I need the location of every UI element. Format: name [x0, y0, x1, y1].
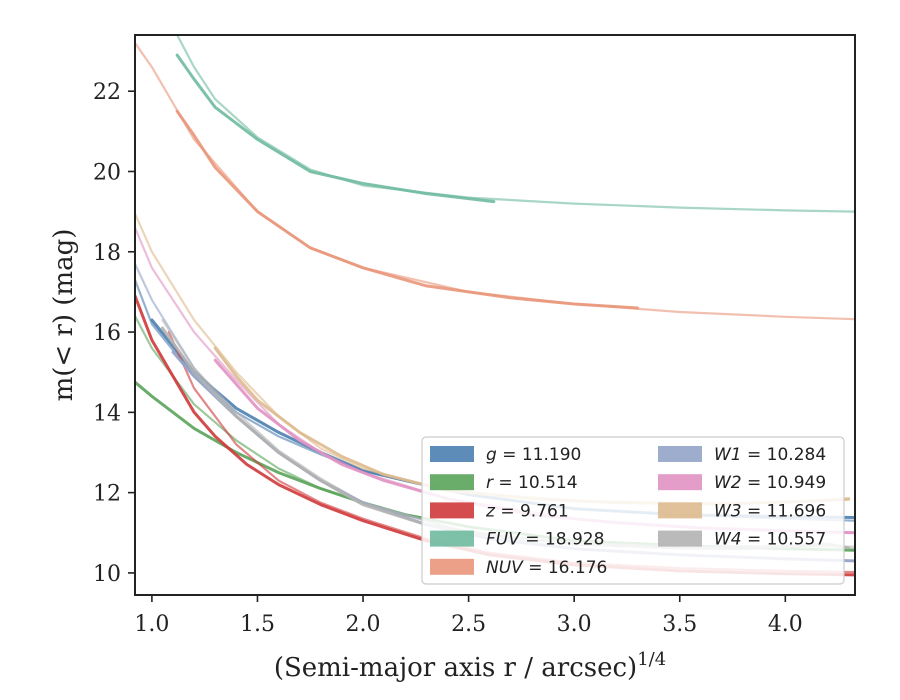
- legend-label-w3: W3 = 11.696: [714, 501, 826, 521]
- y-tick-label: 22: [93, 80, 121, 105]
- series-line-fuv: [175, 53, 496, 204]
- series-line-nuv-secondary: [135, 41, 855, 321]
- series-line-fuv-secondary: [176, 35, 855, 213]
- y-tick-label: 12: [93, 482, 121, 507]
- legend-label-w4: W4 = 10.557: [714, 530, 826, 550]
- legend-swatch-w3: [658, 502, 702, 519]
- y-tick-label: 16: [93, 321, 121, 346]
- legend-label-nuv: NUV = 16.176: [486, 558, 607, 578]
- legend-swatch-w2: [658, 474, 702, 491]
- legend-label-z: z = 9.761: [485, 501, 569, 521]
- legend-label-w2: W2 = 10.949: [714, 473, 826, 493]
- legend-label-fuv: FUV = 18.928: [486, 530, 604, 550]
- legend-swatch-nuv: [430, 558, 474, 575]
- legend-swatch-fuv: [430, 530, 474, 547]
- tick-layer: 1.0 1.5 2.0 2.5 3.0 3.5 4.0 10 12 14 16 18 20 22: [93, 80, 803, 637]
- legend-swatch-r: [430, 474, 474, 491]
- x-tick-label: 2.0: [346, 612, 381, 637]
- series-line-nuv: [175, 109, 639, 310]
- x-tick-label: 2.5: [451, 612, 486, 637]
- y-tick-label: 10: [93, 562, 121, 587]
- y-axis-title: m(< r) (mag): [49, 229, 79, 402]
- legend: g = 11.190 r = 10.514 z = 9.761 FUV = 18.92…: [421, 436, 845, 585]
- legend-label-g: g = 11.190: [486, 445, 581, 465]
- y-tick-label: 18: [93, 241, 121, 266]
- legend-frame: [421, 436, 845, 585]
- x-tick-label: 3.0: [557, 612, 592, 637]
- y-tick-label: 14: [93, 401, 121, 426]
- legend-swatch-w4: [658, 530, 702, 547]
- y-tick-label: 20: [93, 160, 121, 185]
- x-tick-label: 1.0: [134, 612, 169, 637]
- legend-swatch-g: [430, 446, 474, 462]
- x-axis-title-exponent: 1/4: [637, 649, 666, 670]
- plot-frame: [134, 34, 856, 596]
- legend-label-r: r = 10.514: [486, 473, 578, 493]
- legend-swatch-z: [430, 502, 474, 519]
- x-axis-title: (Semi-major axis r / arcsec)1/4: [274, 649, 666, 683]
- legend-label-w1: W1 = 10.284: [714, 445, 826, 465]
- x-tick-label: 4.0: [768, 612, 803, 637]
- legend-swatch-w1: [658, 446, 702, 462]
- x-tick-label: 3.5: [662, 612, 697, 637]
- x-tick-label: 1.5: [240, 612, 275, 637]
